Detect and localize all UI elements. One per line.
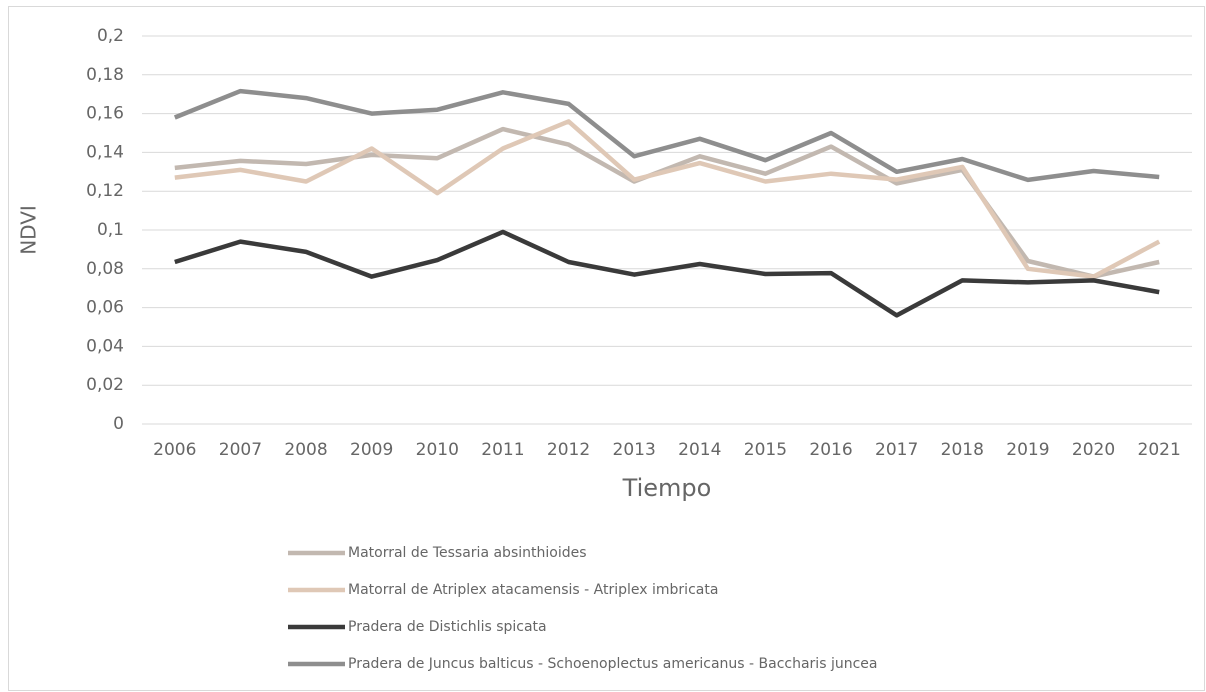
x-tick-label: 2016 (809, 440, 852, 460)
x-tick-label: 2012 (547, 440, 590, 460)
series-line (174, 119, 1161, 279)
x-axis-title: Tiempo (622, 474, 712, 502)
y-tick-label: 0,12 (86, 181, 124, 201)
chart-border (8, 6, 1205, 691)
x-tick-label: 2015 (744, 440, 787, 460)
legend-label: Pradera de Juncus balticus - Schoenoplec… (348, 656, 877, 672)
x-tick-label: 2019 (1006, 440, 1049, 460)
legend-label: Pradera de Distichlis spicata (348, 619, 547, 635)
y-axis-title: NDVI (17, 205, 41, 255)
legend-label: Matorral de Atriplex atacamensis - Atrip… (348, 582, 718, 598)
x-tick-label: 2013 (613, 440, 656, 460)
x-tick-label: 2021 (1138, 440, 1181, 460)
y-tick-label: 0,2 (97, 26, 124, 46)
x-tick-label: 2007 (219, 440, 262, 460)
legend: Matorral de Tessaria absinthioides Matorr… (288, 545, 877, 672)
y-tick-label: 0,06 (86, 298, 124, 318)
x-tick-label: 2020 (1072, 440, 1115, 460)
x-tick-label: 2014 (678, 440, 721, 460)
x-tick-label: 2008 (284, 440, 327, 460)
y-tick-label: 0,18 (86, 65, 124, 85)
x-tick-label: 2010 (416, 440, 459, 460)
legend-label: Matorral de Tessaria absinthioides (348, 545, 587, 561)
y-tick-label: 0,1 (97, 220, 124, 240)
x-tick-label: 2009 (350, 440, 393, 460)
x-tick-label: 2018 (941, 440, 984, 460)
y-tick-label: 0,08 (86, 259, 124, 279)
series-line (173, 88, 1160, 183)
y-tick-label: 0,04 (86, 336, 124, 356)
series-line (174, 229, 1160, 318)
x-tick-label: 2006 (153, 440, 196, 460)
x-tick-label: 2017 (875, 440, 918, 460)
y-tick-label: 0,14 (86, 142, 124, 162)
x-tick-label: 2011 (481, 440, 524, 460)
y-tick-label: 0 (113, 414, 124, 434)
y-tick-label: 0,16 (86, 104, 124, 124)
y-tick-label: 0,02 (86, 375, 124, 395)
